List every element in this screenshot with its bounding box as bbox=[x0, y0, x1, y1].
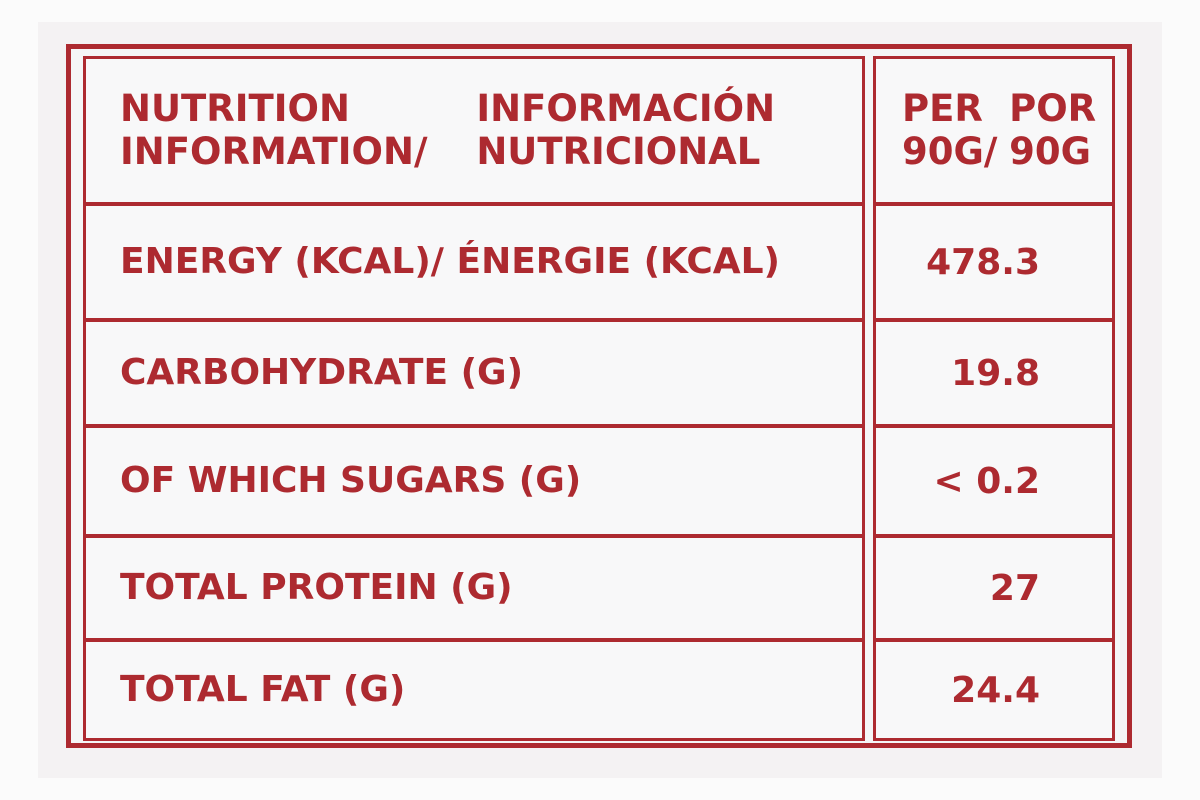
nutrition-table: NUTRITION INFORMATION/ INFORMACIÓN NUTRI… bbox=[66, 44, 1132, 748]
nutrient-value: 27 bbox=[873, 535, 1115, 641]
table-row: CARBOHYDRATE (G) 19.8 bbox=[83, 319, 1115, 427]
serving-size-line-1: PER 90G/ bbox=[902, 86, 998, 173]
nutrient-name: CARBOHYDRATE (G) bbox=[83, 319, 865, 427]
nutrient-value: 24.4 bbox=[873, 639, 1115, 741]
nutrient-name: TOTAL FAT (G) bbox=[83, 639, 865, 741]
table-header-row: NUTRITION INFORMATION/ INFORMACIÓN NUTRI… bbox=[83, 56, 1115, 205]
table-title: NUTRITION INFORMATION/ INFORMACIÓN NUTRI… bbox=[83, 56, 865, 205]
nutrient-name: TOTAL PROTEIN (G) bbox=[83, 535, 865, 641]
serving-size-line-2: POR 90G bbox=[1009, 86, 1097, 173]
nutrient-value: 19.8 bbox=[873, 319, 1115, 427]
serving-size-header: PER 90G/ POR 90G bbox=[873, 56, 1115, 205]
nutrient-name: OF WHICH SUGARS (G) bbox=[83, 425, 865, 537]
table-title-line-2: INFORMACIÓN NUTRICIONAL bbox=[476, 86, 776, 173]
table-row: ENERGY (KCAL)/ ÉNERGIE (KCAL) 478.3 bbox=[83, 203, 1115, 321]
nutrient-value: < 0.2 bbox=[873, 425, 1115, 537]
table-row: OF WHICH SUGARS (G) < 0.2 bbox=[83, 425, 1115, 537]
table-row: TOTAL PROTEIN (G) 27 bbox=[83, 535, 1115, 641]
table-row: TOTAL FAT (G) 24.4 bbox=[83, 639, 1115, 741]
table-title-line-1: NUTRITION INFORMATION/ bbox=[120, 86, 428, 173]
nutrient-value: 478.3 bbox=[873, 203, 1115, 321]
nutrient-name: ENERGY (KCAL)/ ÉNERGIE (KCAL) bbox=[83, 203, 865, 321]
